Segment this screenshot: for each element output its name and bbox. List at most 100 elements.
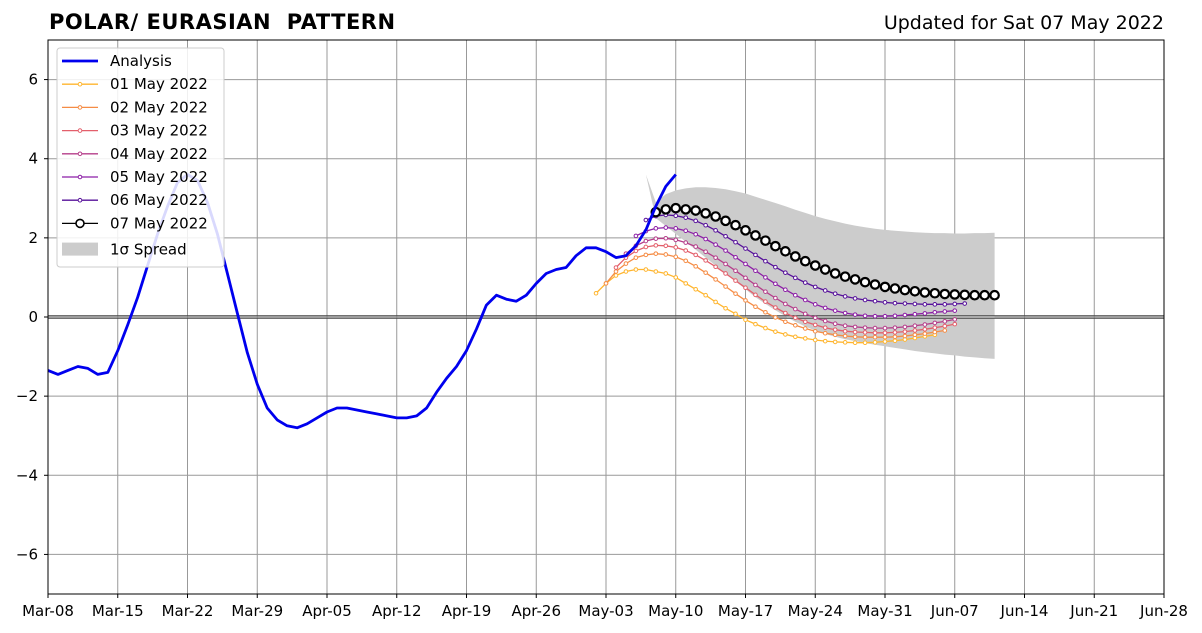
forecast-point — [902, 312, 908, 318]
forecast-point — [962, 301, 968, 306]
legend: Analysis 01 May 2022 02 May 2022 03 May 202… — [56, 47, 225, 268]
forecast-point — [852, 334, 858, 340]
legend-label: 1σ Spread — [110, 241, 187, 259]
forecast-point — [670, 202, 682, 214]
x-tick-label: May-31 — [857, 602, 912, 620]
forecast-point — [703, 258, 708, 263]
forecast-point — [922, 326, 928, 332]
forecast-point — [959, 289, 971, 301]
forecast-point — [802, 319, 808, 325]
forecast-point — [663, 271, 669, 276]
forecast-point — [802, 326, 808, 331]
forecast-point — [942, 328, 948, 333]
forecast-point — [743, 246, 748, 251]
x-tick-label: May-10 — [648, 602, 703, 620]
forecast-point — [773, 281, 778, 287]
forecast-point — [673, 226, 679, 231]
forecast-point — [922, 331, 928, 336]
forecast-point — [703, 292, 708, 298]
x-tick-label: Apr-12 — [372, 602, 422, 620]
y-tick-label: 4 — [28, 150, 38, 168]
forecast-point — [633, 267, 639, 272]
forecast-point — [783, 287, 788, 292]
forecast-point — [892, 338, 898, 344]
forecast-point — [673, 237, 679, 243]
forecast-point — [849, 274, 861, 285]
forecast-point — [690, 205, 701, 216]
forecast-point — [673, 275, 679, 280]
forecast-point — [822, 325, 828, 330]
forecast-point — [783, 319, 788, 325]
forecast-point — [812, 302, 818, 307]
forecast-point — [852, 312, 858, 317]
x-tick-label: May-24 — [788, 602, 843, 620]
forecast-point — [750, 230, 761, 241]
forecast-point — [793, 334, 798, 340]
forecast-point — [783, 310, 788, 316]
forecast-point — [842, 340, 848, 345]
forecast-point — [733, 311, 738, 317]
forecast-point — [952, 321, 958, 327]
legend-marker — [77, 151, 83, 157]
forecast-point — [793, 275, 798, 281]
legend-label: 04 May 2022 — [110, 145, 208, 163]
forecast-point — [922, 311, 928, 316]
forecast-point — [753, 252, 758, 258]
legend-entry: 04 May 2022 — [62, 145, 208, 163]
forecast-point — [902, 301, 908, 306]
forecast-point — [809, 260, 821, 271]
forecast-point — [743, 285, 748, 291]
forecast-point — [919, 287, 931, 298]
forecast-point — [912, 311, 918, 317]
forecast-point — [733, 254, 738, 260]
legend-entry: 02 May 2022 — [62, 98, 208, 116]
forecast-point — [713, 277, 718, 282]
x-tick-label: Mar-08 — [22, 602, 74, 620]
forecast-point — [713, 264, 718, 270]
forecast-point — [663, 252, 669, 257]
y-tick-label: 2 — [28, 229, 38, 247]
forecast-point — [743, 298, 748, 303]
forecast-point — [753, 321, 758, 327]
forecast-point — [842, 333, 848, 339]
x-tick-label: Jun-07 — [930, 602, 979, 620]
forecast-point — [743, 317, 748, 323]
x-tick-label: Jun-28 — [1139, 602, 1188, 620]
forecast-point — [710, 211, 721, 222]
y-tick-label: 0 — [28, 308, 38, 326]
forecast-point — [932, 320, 938, 326]
forecast-point — [653, 269, 659, 274]
forecast-point — [892, 330, 898, 335]
forecast-point — [912, 332, 918, 338]
forecast-point — [683, 240, 689, 245]
forecast-point — [613, 269, 619, 274]
forecast-point — [693, 244, 698, 249]
forecast-point — [683, 215, 689, 220]
forecast-point — [603, 281, 609, 286]
forecast-point — [882, 313, 888, 319]
forecast-point — [932, 325, 938, 330]
forecast-point — [743, 275, 748, 281]
forecast-point — [703, 222, 708, 228]
axis-ticks: Mar-08 Mar-15 Mar-22 Mar-29 Apr-05 Apr-12 Apr-… — [16, 71, 1188, 620]
updated-date: Updated for Sat 07 May 2022 — [883, 12, 1164, 34]
forecast-point — [852, 296, 858, 301]
forecast-point — [832, 291, 838, 296]
forecast-point — [723, 305, 728, 311]
forecast-point — [842, 310, 848, 316]
forecast-07-may-2022 — [650, 202, 1000, 301]
forecast-point — [852, 340, 858, 346]
forecast-series — [593, 202, 1000, 346]
forecast-point — [822, 288, 828, 293]
forecast-point — [802, 336, 808, 341]
forecast-point — [872, 340, 878, 345]
forecast-point — [862, 325, 868, 330]
forecast-point — [753, 292, 758, 298]
forecast-point — [882, 334, 888, 340]
forecast-point — [912, 301, 918, 307]
forecast-point — [693, 231, 698, 237]
x-tick-label: Apr-19 — [442, 602, 492, 620]
forecast-point — [969, 289, 980, 301]
legend-marker — [77, 81, 83, 87]
